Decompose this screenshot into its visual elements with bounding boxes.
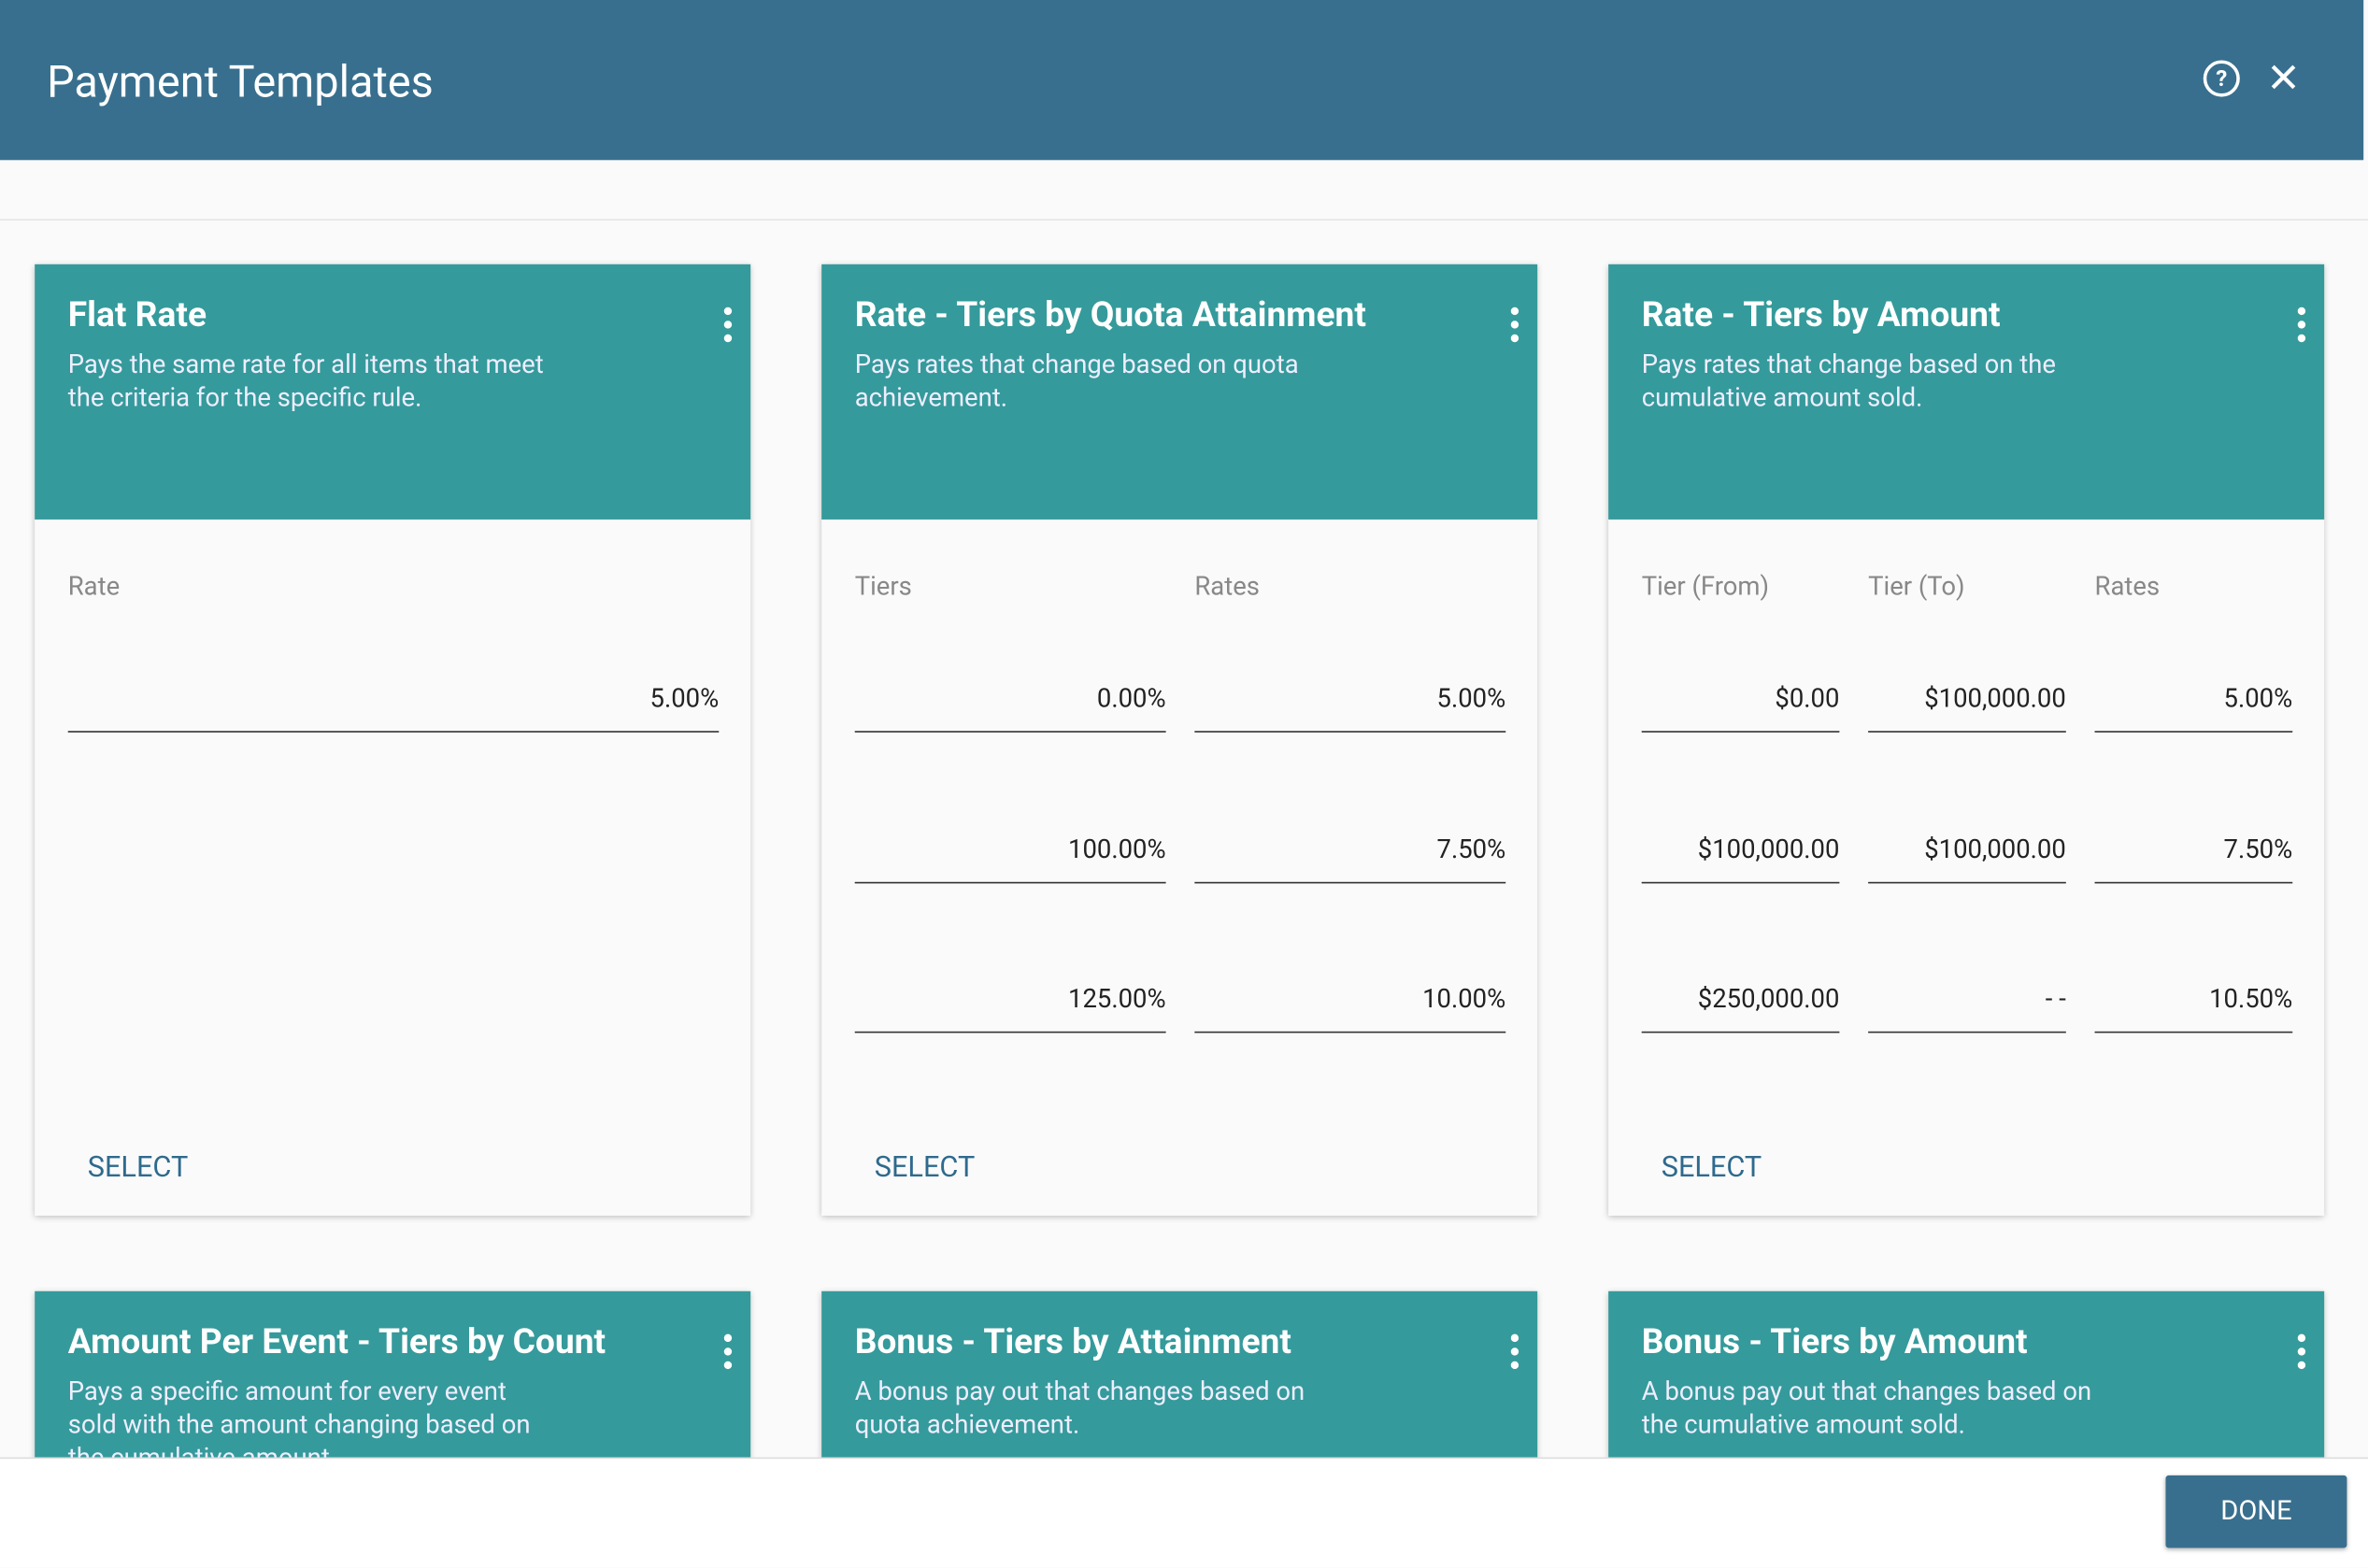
input-field[interactable]: 5.00% [67,684,720,733]
input-field[interactable]: 7.50% [2094,834,2293,883]
template-card: Flat Rate Pays the same rate for all item… [35,264,751,1216]
input-field[interactable]: 10.50% [2094,985,2293,1033]
card-header: Rate - Tiers by Quota Attainment Pays rat… [821,264,1538,520]
card-description: Pays rates that change based on quota ac… [854,349,1299,414]
input-field[interactable]: $0.00 [1641,684,1840,733]
input-field[interactable]: 5.00% [1194,684,1506,733]
input-field[interactable]: 5.00% [2094,684,2293,733]
card-description: Pays the same rate for all items that me… [67,349,544,414]
card-title: Flat Rate [67,294,207,335]
input-field[interactable]: 0.00% [854,684,1166,733]
card-description: Pays a specific amount for every event s… [67,1376,531,1461]
menu-button[interactable] [723,306,733,349]
card-description: A bonus pay out that changes based on th… [1641,1376,2092,1441]
select-button[interactable]: SELECT [87,1148,189,1185]
menu-button[interactable] [2297,1333,2306,1376]
input-field[interactable]: 125.00% [854,985,1166,1033]
menu-button[interactable] [2297,306,2306,349]
column-label: Tier (To) [1868,572,1965,603]
menu-button[interactable] [1510,306,1519,349]
header-icons[interactable]: ? [2201,57,2321,99]
done-button[interactable]: DONE [2165,1475,2347,1548]
column-label: Rate [67,572,121,603]
input-field[interactable]: 10.00% [1194,985,1506,1033]
input-field[interactable]: $100,000.00 [1641,834,1840,883]
card-header: Rate - Tiers by Amount Pays rates that ch… [1608,264,2325,520]
footer: DONE [0,1457,2368,1568]
select-button[interactable]: SELECT [1661,1148,1762,1185]
menu-button[interactable] [723,1333,733,1376]
card-description: Pays rates that change based on the cumu… [1641,349,2056,414]
card-header: Flat Rate Pays the same rate for all item… [35,264,751,520]
input-field[interactable]: $100,000.00 [1868,834,2066,883]
input-field[interactable]: - - [1868,985,2066,1033]
input-field[interactable]: 7.50% [1194,834,1506,883]
input-field[interactable]: $250,000.00 [1641,985,1840,1033]
card-title: Bonus - Tiers by Amount [1641,1321,2028,1362]
card-title: Rate - Tiers by Amount [1641,294,2001,335]
input-field[interactable]: 100.00% [854,834,1166,883]
card-title: Rate - Tiers by Quota Attainment [854,294,1366,335]
select-button[interactable]: SELECT [874,1148,976,1185]
input-field[interactable]: $100,000.00 [1868,684,2066,733]
template-card: Rate - Tiers by Amount Pays rates that ch… [1608,264,2325,1216]
template-card: Rate - Tiers by Quota Attainment Pays rat… [821,264,1538,1216]
column-label: Rates [1194,572,1260,603]
menu-button[interactable] [1510,1333,1519,1376]
column-label: Tier (From) [1641,572,1770,603]
card-description: A bonus pay out that changes based on qu… [854,1376,1305,1441]
card-title: Amount Per Event - Tiers by Count [67,1321,606,1362]
svg-text:?: ? [2216,65,2227,92]
header: Payment Templates ? [0,0,2364,161]
divider [0,219,2368,221]
column-label: Rates [2094,572,2161,603]
dialog-title: Payment Templates [47,57,434,109]
card-title: Bonus - Tiers by Attainment [854,1321,1291,1362]
column-label: Tiers [854,572,912,603]
